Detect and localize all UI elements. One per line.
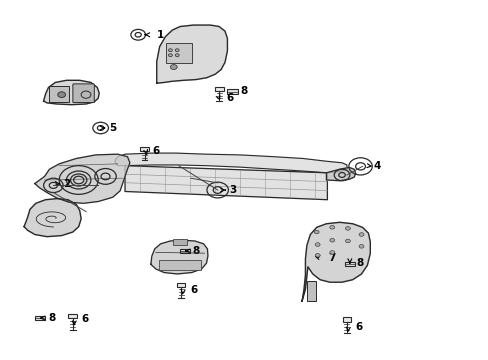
Circle shape — [345, 239, 349, 243]
Circle shape — [175, 49, 179, 51]
Bar — [180, 249, 189, 253]
Circle shape — [358, 233, 363, 236]
Text: 8: 8 — [240, 86, 247, 96]
Polygon shape — [326, 167, 355, 181]
Text: 8: 8 — [192, 246, 200, 256]
Bar — [342, 318, 350, 321]
Circle shape — [168, 54, 172, 57]
Circle shape — [168, 49, 172, 51]
Circle shape — [315, 253, 320, 257]
Text: 5: 5 — [109, 123, 116, 133]
Polygon shape — [157, 25, 227, 83]
Circle shape — [358, 244, 363, 248]
Bar — [176, 283, 185, 288]
Polygon shape — [35, 154, 130, 203]
Circle shape — [329, 238, 334, 242]
Polygon shape — [302, 222, 369, 301]
Polygon shape — [24, 199, 81, 237]
Text: 6: 6 — [354, 322, 362, 332]
Polygon shape — [125, 166, 327, 200]
Bar — [68, 314, 77, 319]
Text: 7: 7 — [328, 253, 335, 263]
FancyBboxPatch shape — [73, 84, 94, 103]
Text: 6: 6 — [153, 146, 160, 156]
Circle shape — [170, 64, 177, 69]
Text: 6: 6 — [189, 285, 197, 296]
Circle shape — [345, 226, 349, 230]
Text: 1: 1 — [157, 30, 163, 40]
Circle shape — [315, 243, 320, 246]
Text: 6: 6 — [225, 93, 233, 103]
Circle shape — [329, 251, 334, 254]
Text: 2: 2 — [63, 179, 70, 189]
Bar — [227, 89, 238, 94]
Bar — [49, 86, 69, 102]
Bar — [159, 260, 201, 270]
Circle shape — [314, 230, 319, 234]
Bar — [140, 147, 149, 151]
Circle shape — [58, 92, 65, 98]
Circle shape — [329, 226, 334, 229]
Polygon shape — [151, 240, 207, 274]
Bar — [173, 239, 186, 245]
Bar — [344, 262, 354, 266]
Polygon shape — [115, 153, 346, 173]
Bar — [35, 316, 44, 320]
Circle shape — [175, 54, 179, 57]
Bar — [306, 282, 315, 301]
Bar — [165, 42, 192, 63]
Text: 6: 6 — [81, 314, 88, 324]
Bar — [214, 87, 223, 91]
Text: 3: 3 — [228, 185, 236, 195]
Polygon shape — [43, 80, 99, 105]
Text: 8: 8 — [48, 313, 56, 323]
Text: 4: 4 — [373, 161, 380, 171]
Text: 8: 8 — [356, 258, 363, 268]
